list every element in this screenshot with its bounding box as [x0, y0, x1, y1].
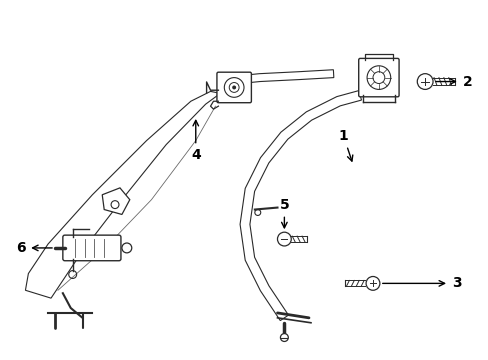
Text: 1: 1	[338, 129, 352, 161]
Circle shape	[280, 334, 288, 342]
FancyBboxPatch shape	[63, 235, 121, 261]
FancyBboxPatch shape	[217, 72, 251, 103]
Polygon shape	[102, 188, 129, 215]
Text: 2: 2	[435, 75, 471, 89]
Polygon shape	[25, 91, 220, 298]
FancyBboxPatch shape	[358, 58, 398, 97]
Text: 6: 6	[16, 241, 52, 255]
Text: 4: 4	[190, 120, 200, 162]
Polygon shape	[240, 91, 361, 320]
Circle shape	[232, 85, 236, 89]
Text: 3: 3	[382, 276, 461, 291]
Polygon shape	[249, 70, 333, 82]
Text: 5: 5	[279, 198, 289, 228]
